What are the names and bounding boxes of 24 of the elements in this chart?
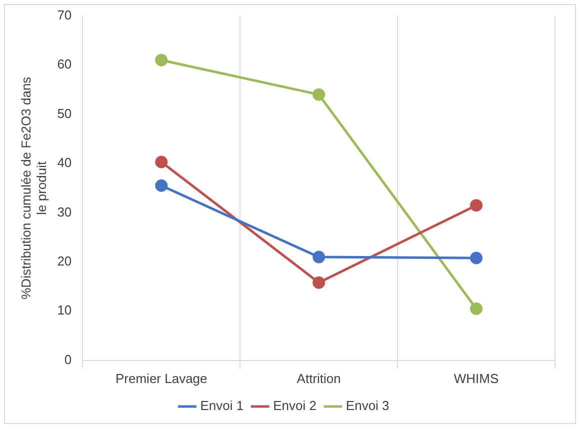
y-axis-title: %Distribution cumulée de Fe2O3 dans le produit [18, 76, 49, 300]
y-tick-label: 70 [57, 7, 72, 22]
point [470, 252, 483, 264]
y-tick-label: 50 [57, 106, 72, 121]
y-tick-label: 40 [57, 155, 72, 170]
legend-label: Envoi 1 [200, 398, 244, 414]
point [312, 276, 326, 289]
y-tick-label: 10 [57, 302, 72, 318]
y-tick-label: 20 [57, 254, 72, 269]
legend-label: Envoi 2 [273, 398, 316, 414]
point [155, 54, 168, 66]
x-tick-label: Premier Lavage [115, 370, 208, 386]
y-tick-label: 0 [64, 352, 72, 367]
point [155, 179, 168, 192]
x-tick-label: Attrition [296, 370, 341, 386]
point [155, 156, 168, 168]
y-tick-label: 60 [57, 56, 72, 72]
legend-label: Envoi 3 [346, 398, 390, 414]
x-tick-label: WHIMS [454, 370, 499, 386]
point [470, 199, 483, 212]
point [312, 250, 326, 264]
point [470, 302, 483, 315]
point [312, 88, 326, 101]
y-tick-label: 30 [57, 204, 72, 220]
